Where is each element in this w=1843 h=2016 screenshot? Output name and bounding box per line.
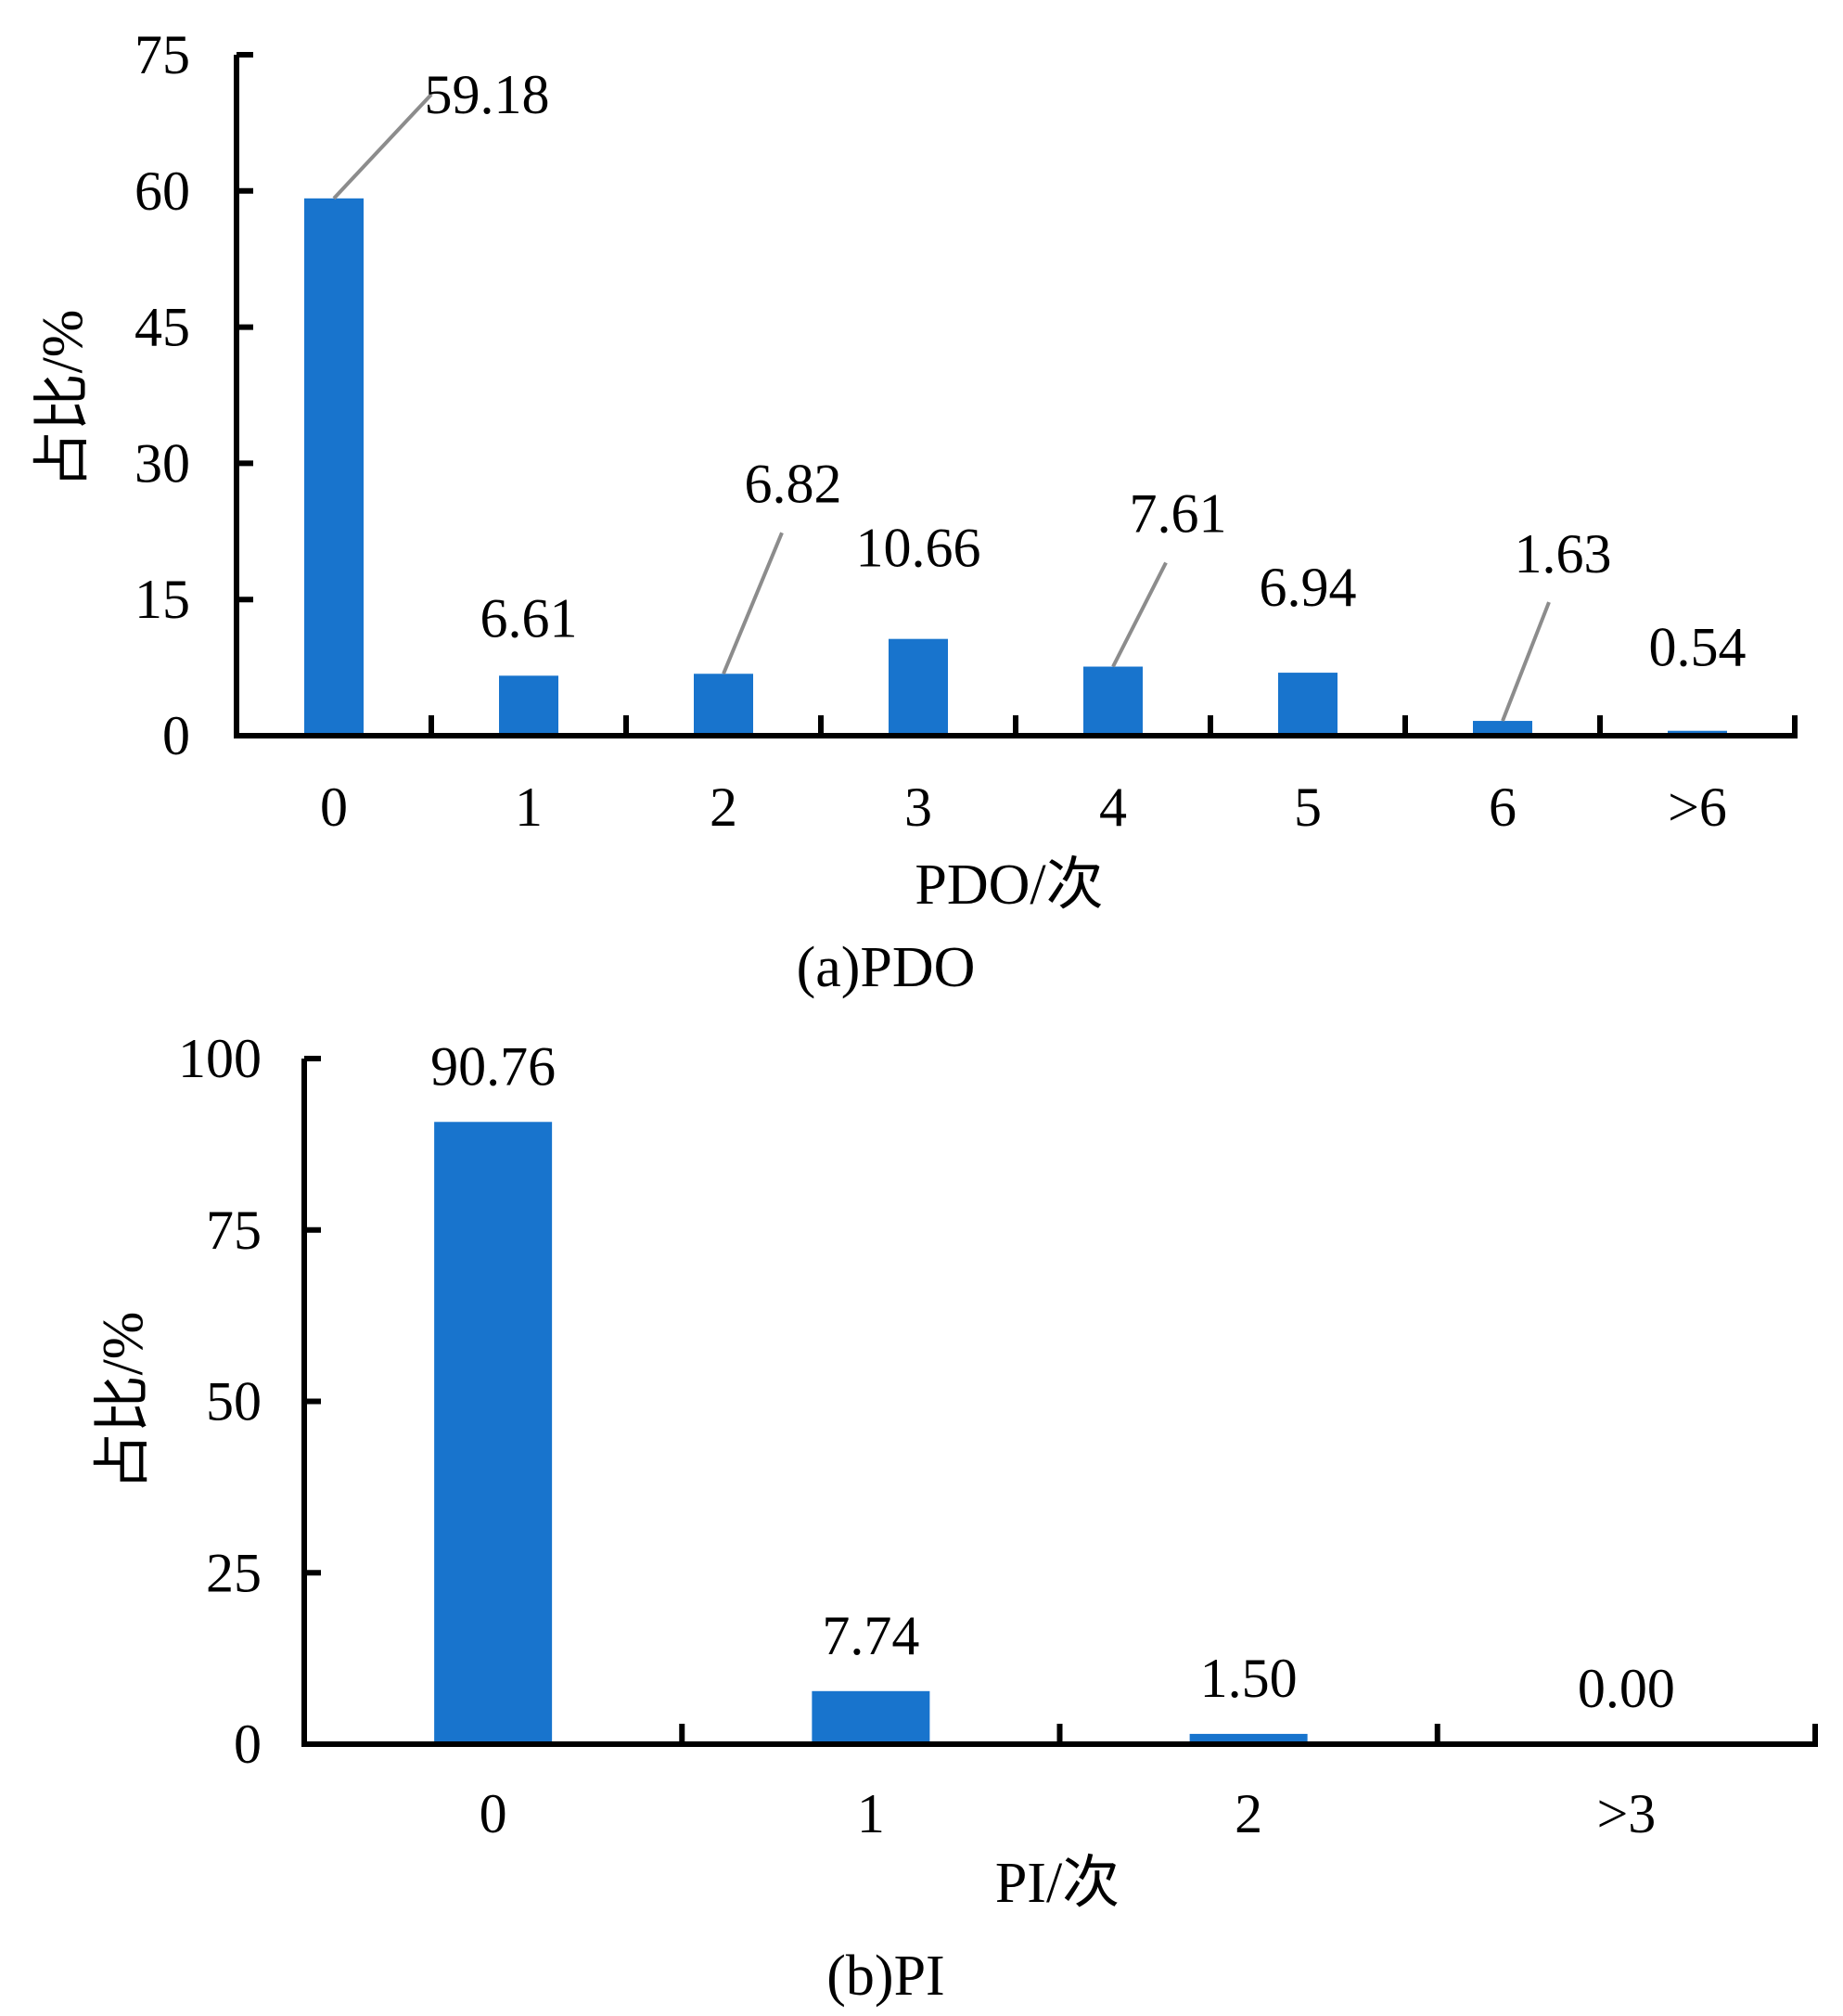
pdo-leader-line xyxy=(722,532,784,675)
bar-pdo-3 xyxy=(889,638,948,736)
pdo-y-tick-label: 0 xyxy=(162,705,190,766)
pdo-data-label: 1.63 xyxy=(1515,523,1612,584)
bar-pi-2 xyxy=(1189,1733,1308,1744)
pi-data-label: 90.76 xyxy=(430,1035,556,1097)
pi-y-tick-label: 25 xyxy=(206,1542,262,1603)
pi-y-tick-label: 100 xyxy=(178,1028,262,1089)
pdo-x-tick-label: 6 xyxy=(1489,777,1517,838)
bar-pdo-5 xyxy=(1278,673,1337,736)
pdo-y-axis-title: 占比/% xyxy=(32,310,95,489)
pdo-data-label: 59.18 xyxy=(425,64,550,125)
pi-y-tick-label: 0 xyxy=(234,1714,262,1775)
pi-chart: 占比/% PI/次 (b)PI 0 25 50 75 100 0 1 2 >3 90.76 7.74… xyxy=(92,1028,1818,2008)
pdo-x-axis-title: PDO/次 xyxy=(915,854,1103,917)
pi-y-tick-label: 75 xyxy=(206,1200,262,1261)
bar-pdo-4 xyxy=(1083,666,1143,736)
pdo-x-tick-label: 0 xyxy=(320,777,348,838)
bar-pi-0 xyxy=(434,1122,553,1744)
pdo-y-tick-label: 60 xyxy=(134,161,190,222)
pdo-y-tick-label: 30 xyxy=(134,432,190,494)
pdo-leader-line xyxy=(1111,561,1168,668)
pi-x-axis-title: PI/次 xyxy=(995,1852,1120,1915)
pi-data-label: 7.74 xyxy=(822,1605,919,1666)
bar-pdo-0 xyxy=(304,198,364,736)
bar-pdo-2 xyxy=(694,674,753,736)
bar-pdo-6 xyxy=(1473,721,1532,736)
pi-x-tick-label: >3 xyxy=(1596,1783,1656,1844)
pi-data-label: 0.00 xyxy=(1578,1658,1675,1719)
pdo-x-tick-label: 2 xyxy=(710,777,737,838)
pdo-x-tick-label: >6 xyxy=(1668,777,1727,838)
pdo-data-label: 6.82 xyxy=(745,453,842,514)
pi-data-label: 1.50 xyxy=(1200,1648,1298,1709)
pi-y-tick-label: 50 xyxy=(206,1371,262,1432)
pdo-data-label: 10.66 xyxy=(856,518,981,579)
pi-x-tick-label: 1 xyxy=(857,1783,885,1844)
bar-pi-1 xyxy=(812,1690,930,1744)
pdo-y-tick-label: 45 xyxy=(134,297,190,358)
pi-x-tick-label: 0 xyxy=(480,1783,507,1844)
pdo-x-tick-label: 1 xyxy=(515,777,543,838)
pdo-leader-line xyxy=(1501,601,1551,722)
pdo-x-tick-label: 3 xyxy=(904,777,932,838)
pdo-x-tick-label: 4 xyxy=(1099,777,1127,838)
pdo-data-label: 6.94 xyxy=(1260,557,1357,618)
pdo-y-tick-label: 15 xyxy=(134,569,190,630)
pdo-data-label: 0.54 xyxy=(1649,617,1747,678)
pi-caption: (b)PI xyxy=(826,1945,944,2008)
pdo-caption: (a)PDO xyxy=(797,936,976,999)
pdo-data-label: 6.61 xyxy=(480,587,578,648)
bar-pdo-1 xyxy=(499,675,558,736)
pi-y-axis-title: 占比/% xyxy=(92,1312,155,1491)
pdo-leader-line xyxy=(332,93,433,200)
pi-x-tick-label: 2 xyxy=(1235,1783,1262,1844)
pdo-y-tick-label: 75 xyxy=(134,24,190,85)
pdo-data-label: 7.61 xyxy=(1130,483,1227,545)
pdo-x-tick-label: 5 xyxy=(1294,777,1322,838)
